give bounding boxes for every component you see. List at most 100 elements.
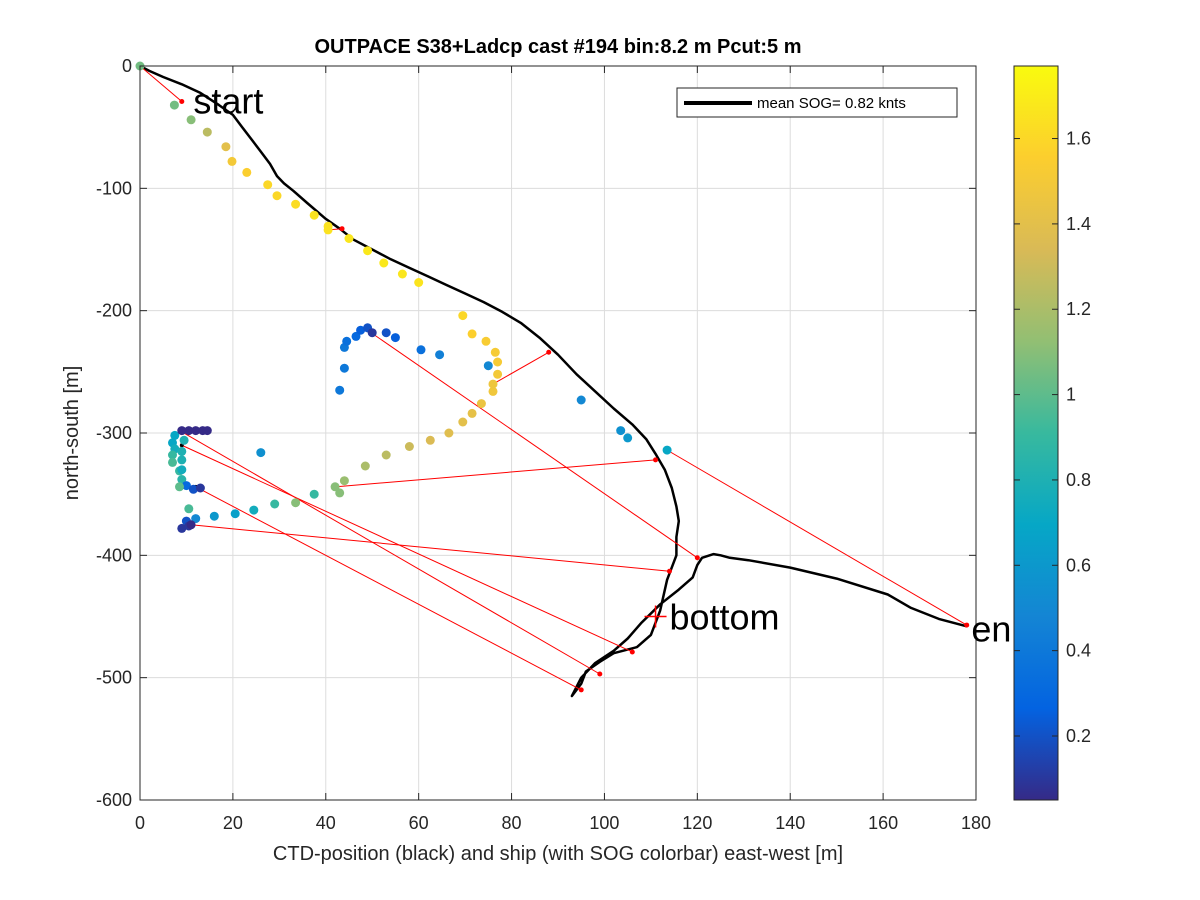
ship-point <box>191 514 201 524</box>
ship-point <box>344 234 354 243</box>
y-tick-label: -100 <box>96 178 132 198</box>
marker-layer <box>644 605 667 628</box>
ship-point <box>242 167 252 177</box>
ship-point <box>256 448 266 458</box>
connector-line <box>191 524 670 572</box>
connector-end-dot <box>179 98 185 104</box>
y-tick-label: -400 <box>96 545 132 565</box>
ship-point <box>168 457 177 467</box>
connector-line <box>666 449 967 626</box>
ship-point <box>221 142 231 152</box>
legend-label: mean SOG= 0.82 knts <box>757 95 906 112</box>
connector-end-dot <box>546 349 552 355</box>
ship-point <box>623 433 633 443</box>
colorbar-tick-label: 0.6 <box>1066 555 1091 575</box>
ship-point <box>493 369 503 379</box>
ship-point <box>390 333 400 343</box>
connector-end-dot <box>666 568 672 574</box>
ship-point <box>175 482 184 492</box>
ship-point <box>309 489 319 499</box>
x-tick-label: 100 <box>589 813 619 833</box>
ship-point <box>616 426 626 436</box>
colorbar-tick-label: 1.4 <box>1066 214 1091 234</box>
ship-point <box>184 504 194 514</box>
colorbar-tick-label: 0.8 <box>1066 470 1091 490</box>
chart-title: OUTPACE S38+Ladcp cast #194 bin:8.2 m Pc… <box>314 36 801 58</box>
ship-point <box>249 505 259 515</box>
ship-point <box>191 426 201 436</box>
ship-point <box>177 446 187 456</box>
ship-point <box>363 246 373 256</box>
y-tick-label: -300 <box>96 423 132 443</box>
y-tick-label: -600 <box>96 790 132 810</box>
ctd-track-line <box>139 64 968 698</box>
connector-end-dot <box>964 622 970 628</box>
colorbar-tick-label: 1.6 <box>1066 129 1091 149</box>
ship-point <box>170 430 180 440</box>
y-axis-label: north-south [m] <box>61 366 83 501</box>
ship-point <box>177 523 187 533</box>
ship-point <box>263 180 273 190</box>
annotations: start bottom en <box>193 80 1011 649</box>
ship-point <box>476 399 486 409</box>
ship-point <box>291 199 301 209</box>
ship-point <box>335 488 345 498</box>
colorbar-ticks: 0.2 0.4 0.6 0.8 1 1.2 1.4 1.6 <box>1014 129 1091 746</box>
ship-point <box>481 336 491 346</box>
ship-point <box>381 450 391 460</box>
ship-point <box>184 426 194 436</box>
ship-point <box>488 379 498 389</box>
ship-point <box>351 331 361 341</box>
connector-end-dot <box>339 226 345 232</box>
ship-point <box>227 156 237 166</box>
ship-point <box>177 475 187 484</box>
ship-point <box>356 325 366 335</box>
ship-point <box>168 450 177 460</box>
x-tick-label: 0 <box>135 813 145 833</box>
ship-points-layer <box>135 61 672 533</box>
ship-point <box>576 395 586 405</box>
ship-point <box>483 361 493 371</box>
annotation-en: en <box>971 609 1011 650</box>
ship-point <box>209 511 219 521</box>
connector-end-dot <box>597 671 603 677</box>
x-ticks: 0 20 40 60 80 100 120 140 160 180 <box>135 66 991 833</box>
y-tick-label: -500 <box>96 668 132 688</box>
ship-point <box>186 520 196 530</box>
x-tick-label: 120 <box>682 813 712 833</box>
connector-end-dot <box>653 457 659 463</box>
ship-point <box>493 357 503 367</box>
connector-line <box>367 329 698 559</box>
colorbar-tick-label: 1.2 <box>1066 299 1091 319</box>
x-axis-label: CTD-position (black) and ship (with SOG … <box>273 843 843 865</box>
ship-point <box>335 385 345 395</box>
ship-point <box>414 278 424 287</box>
annotation-start: start <box>193 80 263 121</box>
ship-point <box>177 426 187 436</box>
ship-point <box>458 311 468 321</box>
ship-point <box>342 336 352 346</box>
ship-point <box>195 483 205 493</box>
ship-point <box>186 115 196 125</box>
connector-layer <box>138 64 970 693</box>
ship-point <box>444 428 454 438</box>
ship-point <box>272 191 282 201</box>
y-tick-label: 0 <box>122 56 132 76</box>
ship-point <box>291 498 301 508</box>
connector-end-dot <box>694 555 700 561</box>
ship-point <box>309 210 319 220</box>
x-tick-label: 80 <box>502 813 522 833</box>
connector-line <box>139 65 183 102</box>
ship-point <box>202 127 212 137</box>
ship-point <box>230 509 240 519</box>
ship-point <box>397 269 407 279</box>
connector-line <box>492 351 549 385</box>
y-ticks: 0 -100 -200 -300 -400 -500 -600 <box>96 56 976 810</box>
connector-line <box>195 486 582 691</box>
ship-point <box>381 328 391 338</box>
colorbar <box>1013 65 1059 801</box>
x-tick-label: 180 <box>961 813 991 833</box>
ship-point <box>425 435 435 445</box>
ship-point <box>367 328 377 338</box>
